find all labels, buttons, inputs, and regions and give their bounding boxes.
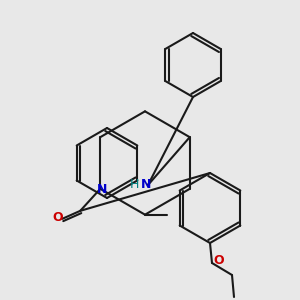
Text: O: O — [214, 254, 224, 268]
Text: O: O — [52, 211, 63, 224]
Text: N: N — [141, 178, 151, 191]
Text: H: H — [129, 178, 139, 191]
Text: N: N — [97, 183, 107, 196]
